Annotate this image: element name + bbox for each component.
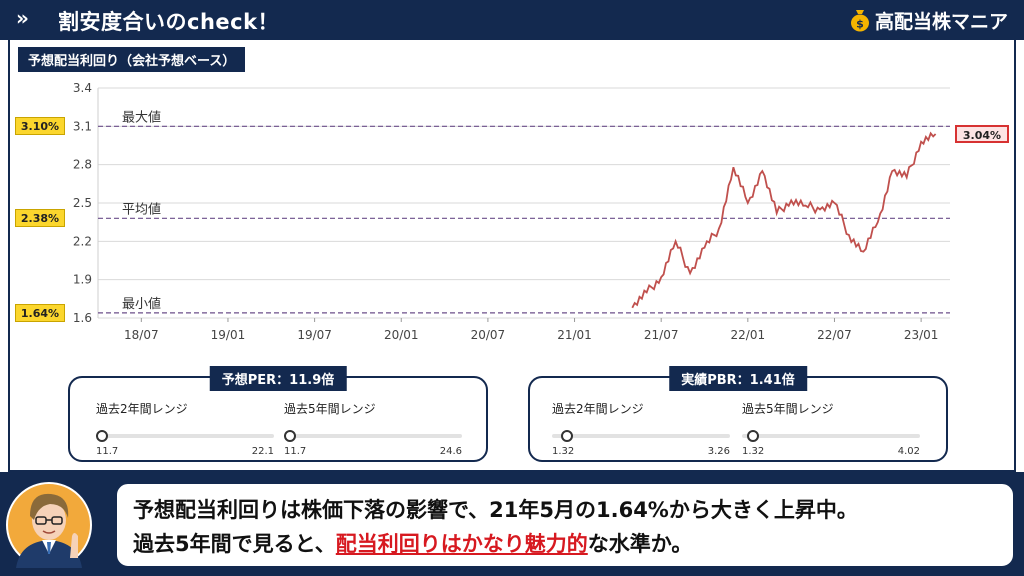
yield-series-line	[631, 131, 937, 309]
range-track	[96, 434, 274, 438]
per-range-box: 予想PER：11.9倍 過去2年間レンジ 11.7 22.1 過去5年間レンジ …	[68, 366, 488, 462]
range-marker	[96, 430, 108, 442]
x-tick-label: 19/07	[297, 328, 332, 342]
range-marker	[560, 430, 573, 442]
x-tick-label: 21/07	[644, 328, 679, 342]
max-value-tag: 3.10%	[15, 117, 65, 136]
x-tick-label: 22/07	[817, 328, 852, 342]
reference-line-label: 平均値	[122, 201, 161, 217]
range-max: 4.02	[897, 446, 920, 457]
brand-logo[interactable]: $ 高配当株マニア	[849, 7, 1008, 33]
min-value-tag: 1.64%	[15, 303, 65, 322]
comment-line-2-pre: 過去5年間で見ると、	[133, 532, 336, 556]
range-track	[284, 434, 462, 438]
reference-line-label: 最大値	[122, 109, 161, 125]
x-tick-label: 21/01	[557, 328, 592, 342]
x-tick-label: 20/07	[471, 328, 506, 342]
chart-grid	[97, 87, 950, 319]
header-bar: » 割安度合いのcheck！ $ 高配当株マニア	[0, 0, 1024, 40]
money-bag-icon: $	[850, 10, 869, 32]
x-tick-label: 22/01	[731, 328, 766, 342]
y-tick-label: 2.2	[73, 234, 92, 248]
range-label: 過去5年間レンジ	[742, 402, 834, 416]
y-tick-label: 3.1	[73, 119, 92, 133]
x-tick-label: 19/01	[211, 328, 246, 342]
range-min: 1.32	[742, 446, 765, 457]
avg-value-tag: 2.38%	[15, 209, 65, 228]
chart-title: 予想配当利回り（会社予想ベース）	[18, 47, 246, 72]
y-tick-label: 1.9	[73, 273, 92, 287]
pbr-title: 実績PBR：1.41倍	[669, 366, 807, 391]
chevron-icon: »	[16, 6, 29, 30]
range-marker	[747, 430, 760, 442]
brand-name: 高配当株マニア	[874, 10, 1008, 33]
pbr-range-2y: 過去2年間レンジ 1.32 3.26	[552, 400, 730, 457]
range-track	[742, 434, 920, 438]
reference-line-label: 最小値	[122, 296, 161, 312]
range-label: 過去2年間レンジ	[552, 402, 644, 416]
page-title: 割安度合いのcheck！	[58, 10, 280, 34]
range-label: 過去5年間レンジ	[284, 402, 376, 416]
y-tick-label: 2.8	[73, 158, 92, 172]
range-max: 3.26	[707, 446, 730, 457]
current-value-tag: 3.04%	[955, 125, 1009, 143]
y-axis-ticks: 3.4 3.1 2.8 2.5 2.2 1.9 1.6	[73, 81, 92, 325]
speech-bubble: 予想配当利回りは株価下落の影響で、21年5月の1.64%から大きく上昇中。 過去…	[114, 481, 1016, 569]
per-range-5y: 過去5年間レンジ 11.7 24.6	[284, 400, 462, 457]
pbr-range-box: 実績PBR：1.41倍 過去2年間レンジ 1.32 3.26 過去5年間レンジ …	[528, 366, 948, 462]
range-min: 11.7	[284, 446, 307, 457]
range-max: 22.1	[251, 446, 274, 457]
range-max: 24.6	[439, 446, 462, 457]
comment-line-2-post: な水準か。	[587, 532, 693, 556]
per-range-2y: 過去2年間レンジ 11.7 22.1	[96, 400, 274, 457]
range-label: 過去2年間レンジ	[96, 402, 188, 416]
x-tick-label: 18/07	[124, 328, 159, 342]
range-min: 11.7	[96, 446, 119, 457]
y-tick-label: 2.5	[73, 196, 92, 210]
comment-highlight: 配当利回りはかなり魅力的	[335, 532, 588, 556]
range-track	[552, 434, 730, 438]
presenter-avatar	[6, 482, 92, 568]
range-min: 1.32	[552, 446, 575, 457]
svg-text:$: $	[856, 18, 864, 31]
comment-line-2: 過去5年間で見ると、配当利回りはかなり魅力的な水準か。	[133, 528, 692, 558]
x-tick-label: 23/01	[904, 328, 939, 342]
pbr-range-5y: 過去5年間レンジ 1.32 4.02	[742, 400, 920, 457]
range-marker	[284, 430, 296, 442]
y-tick-label: 3.4	[73, 81, 92, 95]
per-title: 予想PER：11.9倍	[209, 366, 347, 391]
comment-line-1: 予想配当利回りは株価下落の影響で、21年5月の1.64%から大きく上昇中。	[133, 498, 858, 522]
y-tick-label: 1.6	[73, 311, 92, 325]
x-axis-ticks: 18/07 19/01 19/07 20/01 20/07 21/01 21/07 22/01…	[124, 318, 938, 342]
x-tick-label: 20/01	[384, 328, 419, 342]
